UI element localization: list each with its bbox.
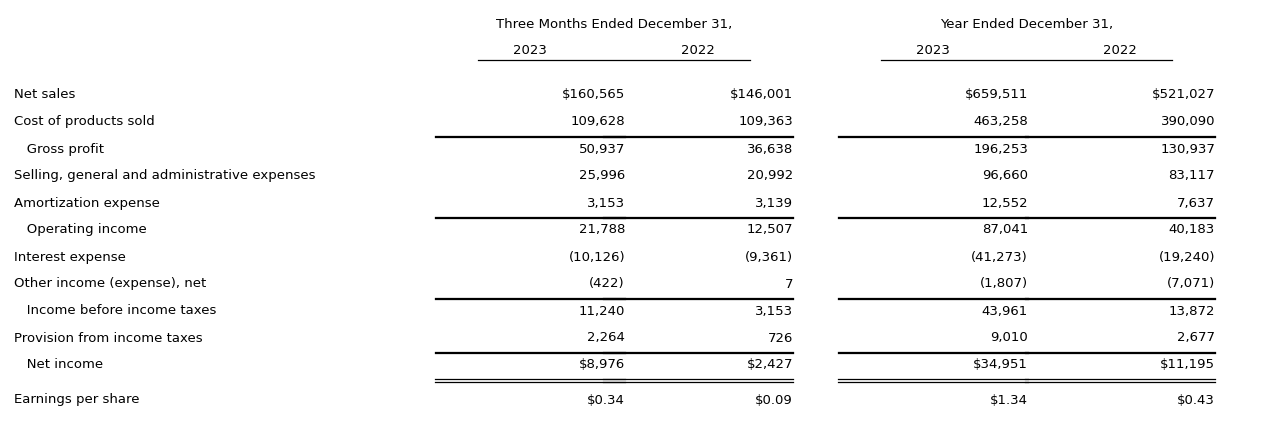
Text: Gross profit: Gross profit (14, 143, 104, 156)
Text: Year Ended December 31,: Year Ended December 31, (941, 18, 1114, 31)
Text: 2022: 2022 (1103, 44, 1137, 57)
Text: Other income (expense), net: Other income (expense), net (14, 277, 206, 290)
Text: 7,637: 7,637 (1178, 197, 1215, 210)
Text: 130,937: 130,937 (1160, 143, 1215, 156)
Text: 43,961: 43,961 (982, 305, 1028, 318)
Text: 20,992: 20,992 (746, 169, 794, 182)
Text: $0.43: $0.43 (1178, 394, 1215, 407)
Text: Income before income taxes: Income before income taxes (14, 305, 216, 318)
Text: (422): (422) (589, 277, 625, 290)
Text: $0.09: $0.09 (755, 394, 794, 407)
Text: (7,071): (7,071) (1167, 277, 1215, 290)
Text: 11,240: 11,240 (579, 305, 625, 318)
Text: 13,872: 13,872 (1169, 305, 1215, 318)
Text: (19,240): (19,240) (1158, 251, 1215, 264)
Text: (9,361): (9,361) (745, 251, 794, 264)
Text: 109,363: 109,363 (739, 115, 794, 128)
Text: 2,677: 2,677 (1178, 331, 1215, 344)
Text: 109,628: 109,628 (571, 115, 625, 128)
Text: 2022: 2022 (681, 44, 716, 57)
Text: 36,638: 36,638 (746, 143, 794, 156)
Text: 7: 7 (785, 277, 794, 290)
Text: 726: 726 (768, 331, 794, 344)
Text: (10,126): (10,126) (568, 251, 625, 264)
Text: $0.34: $0.34 (588, 394, 625, 407)
Text: 3,139: 3,139 (755, 197, 794, 210)
Text: $521,027: $521,027 (1152, 89, 1215, 102)
Text: Interest expense: Interest expense (14, 251, 125, 264)
Text: $8,976: $8,976 (579, 359, 625, 372)
Text: Cost of products sold: Cost of products sold (14, 115, 155, 128)
Text: Three Months Ended December 31,: Three Months Ended December 31, (495, 18, 732, 31)
Text: 12,507: 12,507 (746, 223, 794, 236)
Text: 12,552: 12,552 (982, 197, 1028, 210)
Text: $1.34: $1.34 (989, 394, 1028, 407)
Text: 463,258: 463,258 (973, 115, 1028, 128)
Text: 390,090: 390,090 (1161, 115, 1215, 128)
Text: 25,996: 25,996 (579, 169, 625, 182)
Text: 83,117: 83,117 (1169, 169, 1215, 182)
Text: Selling, general and administrative expenses: Selling, general and administrative expe… (14, 169, 315, 182)
Text: $659,511: $659,511 (965, 89, 1028, 102)
Text: $34,951: $34,951 (973, 359, 1028, 372)
Text: 2,264: 2,264 (588, 331, 625, 344)
Text: Operating income: Operating income (14, 223, 147, 236)
Text: 96,660: 96,660 (982, 169, 1028, 182)
Text: 87,041: 87,041 (982, 223, 1028, 236)
Text: $2,427: $2,427 (746, 359, 794, 372)
Text: $160,565: $160,565 (562, 89, 625, 102)
Text: Net sales: Net sales (14, 89, 76, 102)
Text: $11,195: $11,195 (1160, 359, 1215, 372)
Text: 21,788: 21,788 (579, 223, 625, 236)
Text: $146,001: $146,001 (730, 89, 794, 102)
Text: Amortization expense: Amortization expense (14, 197, 160, 210)
Text: 50,937: 50,937 (579, 143, 625, 156)
Text: 196,253: 196,253 (973, 143, 1028, 156)
Text: Provision from income taxes: Provision from income taxes (14, 331, 202, 344)
Text: 3,153: 3,153 (755, 305, 794, 318)
Text: 2023: 2023 (916, 44, 950, 57)
Text: 40,183: 40,183 (1169, 223, 1215, 236)
Text: (41,273): (41,273) (972, 251, 1028, 264)
Text: 2023: 2023 (513, 44, 547, 57)
Text: 3,153: 3,153 (586, 197, 625, 210)
Text: 9,010: 9,010 (991, 331, 1028, 344)
Text: Net income: Net income (14, 359, 104, 372)
Text: Earnings per share: Earnings per share (14, 394, 140, 407)
Text: (1,807): (1,807) (980, 277, 1028, 290)
